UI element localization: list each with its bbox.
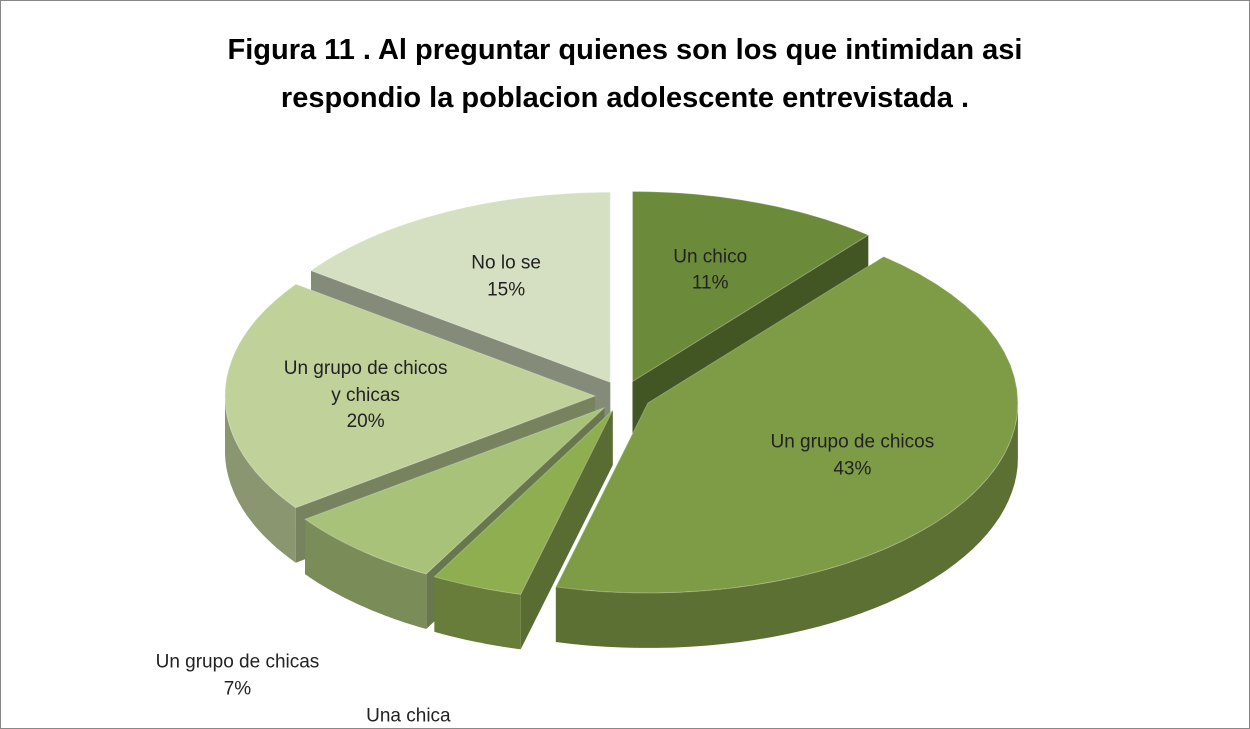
value-label: 7% <box>223 678 252 700</box>
category-label: Un chico <box>673 246 748 268</box>
slice-side <box>555 403 1018 648</box>
value-label: 43% <box>833 458 872 480</box>
data-label: Un grupo de chicas 7% <box>156 650 320 703</box>
slice <box>224 283 597 509</box>
slice <box>309 191 611 384</box>
chart-title: respondio la poblacion adolescente entre… <box>281 82 969 114</box>
slice-side <box>434 576 521 650</box>
slice-side <box>225 396 296 563</box>
data-label: Un grupo de chicos y chicas 20% <box>281 356 451 436</box>
value-label: 15% <box>487 279 526 301</box>
data-label: Una chica4% <box>366 704 451 728</box>
slice <box>555 256 1019 594</box>
category-label: Una chica <box>366 705 451 727</box>
slice <box>304 407 605 575</box>
category-label: Un grupo de chicos <box>770 431 935 453</box>
slice-side <box>305 519 427 629</box>
chart-title: Figura 11 . Al preguntar quienes son los… <box>228 34 1023 66</box>
category-label: Un grupo de chicos y chicas <box>283 358 448 406</box>
data-label: Un grupo de chicos 43% <box>770 430 934 483</box>
value-label: 20% <box>346 411 385 433</box>
category-label: Un grupo de chicas <box>155 651 320 673</box>
value-label: 11% <box>691 272 729 294</box>
slice <box>433 409 614 595</box>
data-label: No lo se 15% <box>471 251 541 304</box>
slice <box>632 191 870 383</box>
data-label: Un chico 11% <box>673 244 747 297</box>
category-label: No lo se <box>471 252 541 274</box>
